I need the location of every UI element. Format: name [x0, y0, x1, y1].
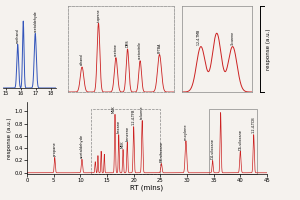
- Text: 1,2,4-TCB: 1,2,4-TCB: [252, 117, 256, 133]
- Text: 3-carene: 3-carene: [231, 31, 235, 45]
- Text: methanol: methanol: [16, 28, 20, 43]
- Text: D4-siloxane: D4-siloxane: [211, 138, 214, 159]
- Text: acetone: acetone: [114, 43, 118, 56]
- X-axis label: RT (mins): RT (mins): [130, 185, 164, 191]
- Text: propane: propane: [53, 142, 57, 156]
- Text: D3-siloxane: D3-siloxane: [159, 141, 164, 162]
- Text: toluene: toluene: [140, 106, 144, 119]
- Text: D5-siloxane: D5-siloxane: [238, 129, 242, 150]
- Text: benzene: benzene: [125, 126, 129, 141]
- Bar: [91, 109, 160, 174]
- Text: m-xylene: m-xylene: [184, 123, 188, 140]
- Text: 1,2,4-TMB: 1,2,4-TMB: [197, 29, 201, 45]
- Text: MEK: MEK: [121, 141, 125, 148]
- Text: DMS: DMS: [125, 40, 130, 47]
- Text: MVK: MVK: [112, 105, 116, 113]
- Text: PFTBA: PFTBA: [158, 43, 161, 53]
- Text: acetonitrile: acetonitrile: [138, 41, 142, 59]
- Text: ethanol: ethanol: [80, 53, 84, 65]
- Y-axis label: response (a.u.): response (a.u.): [7, 117, 12, 159]
- Text: acetaldehyde: acetaldehyde: [80, 134, 84, 158]
- Text: hexane: hexane: [117, 120, 121, 133]
- Text: 1,2,4-TFB: 1,2,4-TFB: [132, 109, 136, 125]
- Text: response (a.u.): response (a.u.): [266, 28, 271, 70]
- Text: acetaldehyde: acetaldehyde: [33, 10, 37, 32]
- Bar: [209, 109, 257, 174]
- Text: isoprene: isoprene: [97, 8, 101, 22]
